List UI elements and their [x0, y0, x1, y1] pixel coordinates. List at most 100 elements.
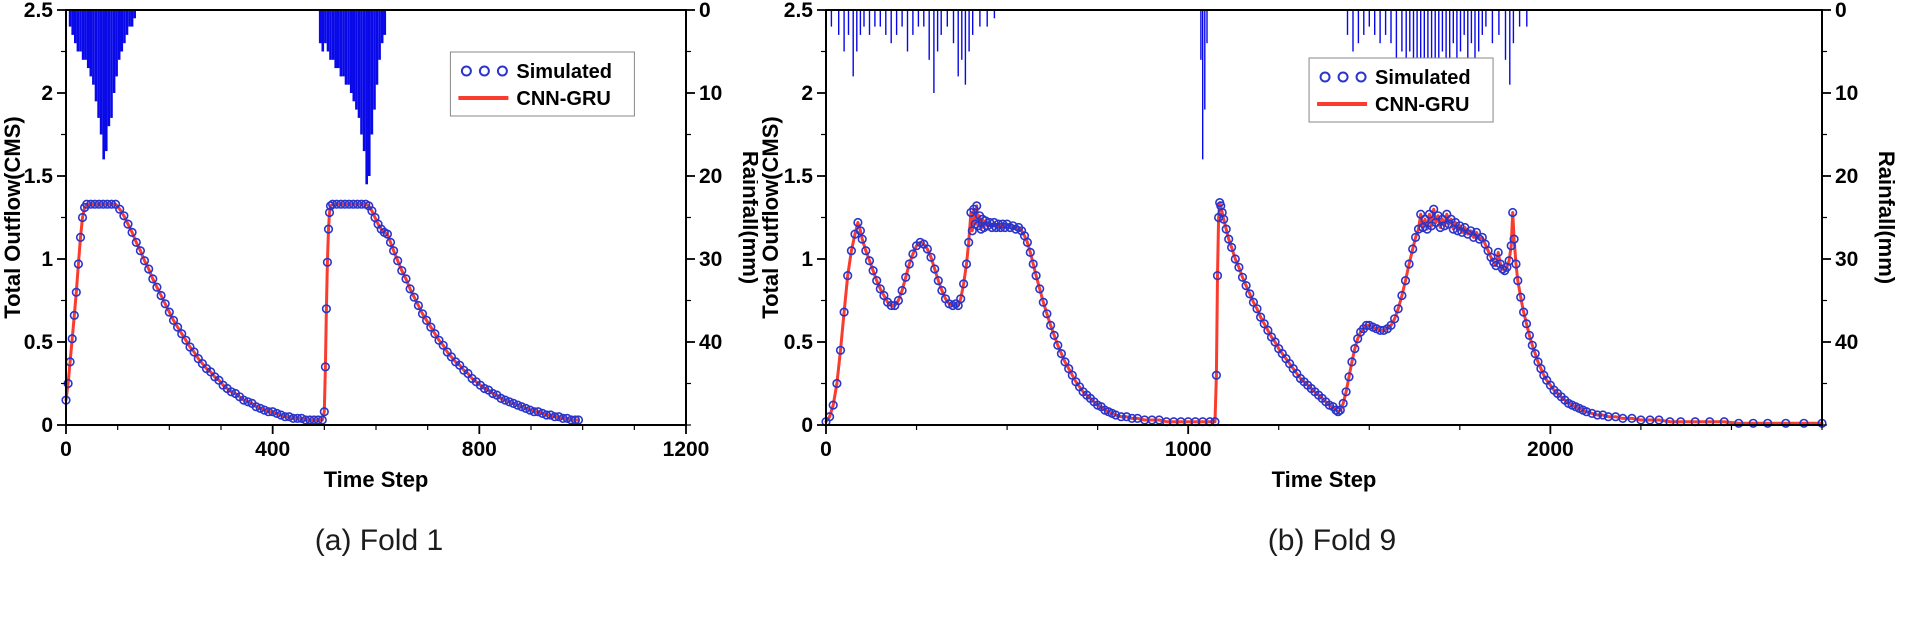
simulated-marker [131, 237, 141, 247]
simulated-marker [846, 246, 856, 256]
simulated-marker [1452, 226, 1463, 236]
simulated-marker [832, 378, 842, 389]
rainfall-bar [347, 10, 350, 85]
simulated-marker [861, 246, 871, 256]
simulated-marker [422, 315, 432, 326]
simulated-marker [980, 216, 990, 226]
simulated-marker [152, 282, 162, 292]
rainfall-bar [321, 10, 325, 52]
simulated-marker [558, 413, 568, 424]
simulated-marker [504, 397, 514, 407]
legend-simulated-label: Simulated [516, 61, 612, 83]
simulated-marker [272, 408, 282, 419]
simulated-marker [959, 279, 969, 289]
rainfall-bar [84, 10, 87, 60]
simulated-marker [1035, 284, 1045, 294]
rainfall-bar [99, 10, 103, 135]
x-tick-label: 1200 [663, 438, 710, 461]
rainfall-bar [373, 10, 376, 110]
simulated-marker [148, 274, 158, 284]
legend-simulated-marker-icon [1355, 71, 1367, 83]
simulated-marker [75, 232, 86, 242]
simulated-marker [1493, 247, 1503, 257]
simulated-marker [517, 402, 527, 412]
rainfall-bar [71, 10, 74, 35]
rainfall-bar [339, 10, 343, 77]
cnn-gru-path [824, 201, 1824, 425]
simulated-marker [1389, 314, 1400, 324]
simulated-marker [512, 400, 523, 410]
simulated-marker [382, 229, 393, 239]
rainfall-bar [76, 10, 80, 52]
rainfall-bar [112, 10, 116, 93]
simulated-marker [177, 329, 187, 339]
simulated-marker [1418, 222, 1428, 233]
simulated-marker [1530, 349, 1540, 359]
rainfall-bar [368, 10, 371, 176]
simulated-marker [1508, 207, 1518, 218]
simulated-marker [964, 237, 974, 247]
simulated-marker [926, 252, 936, 262]
simulated-marker [508, 398, 519, 409]
simulated-marker [1031, 271, 1041, 281]
simulated-marker [1734, 418, 1744, 428]
x-tick-label: 0 [820, 438, 832, 461]
rainfall-bar [115, 10, 118, 77]
simulated-marker [259, 405, 270, 415]
rainfall-bar [117, 10, 121, 60]
rainfall-bar [344, 10, 348, 85]
simulated-marker [1587, 408, 1597, 419]
simulated-marker [164, 307, 174, 317]
simulated-marker [893, 295, 903, 306]
rainfall-bar [331, 10, 335, 60]
simulated-marker [1524, 330, 1535, 341]
chart-fold1: 0 400 800 1200 0 0.5 1 1.5 2 2.5 0 10 20 30 40 Time Ste… [0, 0, 758, 623]
y-left-tick-label: 2 [801, 82, 813, 105]
simulated-marker [413, 300, 424, 311]
simulated-marker [239, 395, 249, 405]
rainfall-bar [329, 10, 332, 60]
simulated-marker [73, 259, 83, 269]
simulated-marker [1636, 415, 1646, 425]
simulated-marker [1056, 349, 1067, 359]
rainfall-bar [326, 10, 330, 52]
y-left-tick-label: 2.5 [24, 0, 54, 22]
simulated-marker [1022, 237, 1033, 247]
rainfall-bar [128, 10, 131, 27]
simulated-marker [292, 413, 303, 424]
simulated-marker [1224, 234, 1234, 244]
simulated-marker [545, 410, 556, 420]
simulated-marker [313, 415, 323, 425]
simulated-marker [1234, 262, 1244, 272]
simulated-marker [144, 264, 154, 274]
rainfall-bar [102, 10, 105, 160]
simulated-marker [325, 201, 336, 211]
rainfall-bar [86, 10, 90, 69]
simulated-marker [828, 400, 838, 410]
y-right-tick-label: 10 [699, 82, 722, 105]
y-right-tick-label: 20 [699, 165, 722, 188]
simulated-marker [985, 217, 995, 228]
simulated-marker [320, 362, 331, 372]
simulated-marker [393, 256, 403, 266]
simulated-marker [1221, 224, 1231, 234]
simulated-marker [496, 393, 506, 404]
simulated-marker [1219, 214, 1229, 224]
simulated-marker [1127, 413, 1137, 424]
rainfall-bar [355, 10, 358, 110]
simulated-marker [500, 395, 510, 405]
x-tick-label: 2000 [1527, 438, 1574, 461]
simulated-marker [525, 405, 535, 415]
rainfall-bar [125, 10, 129, 35]
simulated-marker [1049, 330, 1059, 341]
axes: 0 1000 2000 0 0.5 1 1.5 2 2.5 0 10 20 30 40 Time Step T… [758, 0, 1899, 492]
simulated-marker [879, 290, 889, 301]
axes: 0 400 800 1200 0 0.5 1 1.5 2 2.5 0 10 20 30 40 Time Ste… [0, 0, 758, 492]
simulated-marker [181, 335, 191, 345]
simulated-marker [479, 383, 490, 394]
simulated-marker [284, 412, 294, 422]
simulated-marker [1429, 204, 1439, 214]
simulated-marker [1060, 357, 1070, 367]
y-left-tick-label: 2 [41, 82, 53, 105]
simulated-marker [1645, 415, 1655, 425]
